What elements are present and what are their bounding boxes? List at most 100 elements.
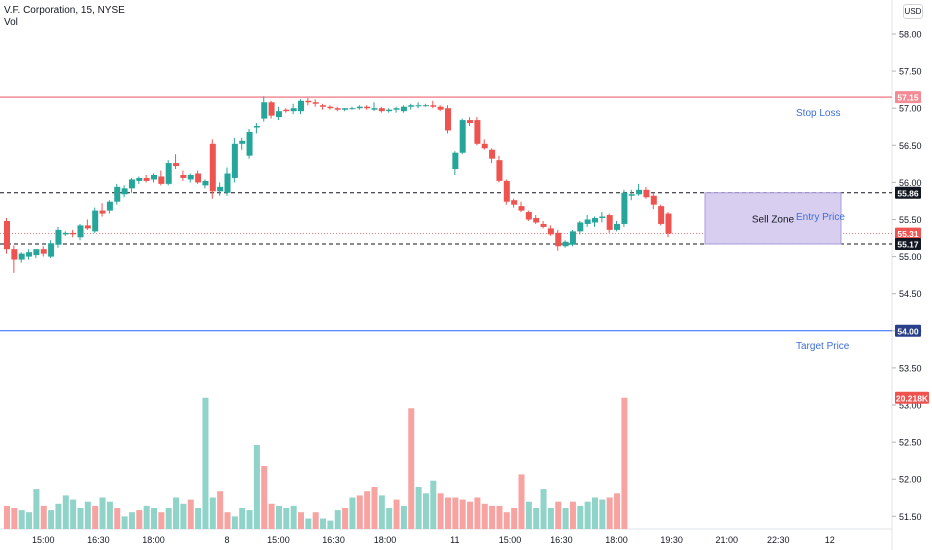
candle-body [268, 102, 275, 116]
candle-body [62, 232, 69, 235]
candle-body [261, 102, 268, 119]
candle-body [540, 223, 547, 227]
candle-body [636, 189, 643, 195]
current-price-tag-bg [895, 227, 921, 240]
volume-bar [268, 503, 275, 529]
candle-body [481, 143, 488, 149]
candle-body [48, 243, 55, 257]
candle-body [547, 228, 554, 235]
candle-body [621, 192, 628, 224]
candle-body [467, 120, 474, 124]
volume-bar [452, 497, 459, 529]
volume-bar [33, 489, 40, 529]
target-price-label: Target Price [796, 341, 850, 352]
candle-body [99, 210, 106, 214]
grid-layer [0, 0, 893, 550]
volume-bar [400, 505, 407, 529]
y-tick-label: 55.00 [899, 252, 922, 262]
candle-body [239, 140, 246, 144]
volume-bar [92, 505, 99, 529]
x-tick-label: 12 [825, 535, 835, 545]
candle-body [283, 109, 290, 112]
candle-body [136, 177, 143, 181]
candle-body [334, 108, 341, 110]
volume-bar [151, 508, 157, 529]
volume-bar [614, 493, 621, 529]
candle-body [217, 186, 224, 192]
candle-body [349, 108, 356, 110]
y-tick-label: 57.00 [899, 104, 922, 114]
candle-body [158, 176, 165, 184]
volume-bar [511, 508, 518, 529]
y-tick-label: 51.50 [899, 512, 922, 522]
volume-bar [283, 508, 290, 529]
volume-bar [77, 508, 84, 529]
volume-bar [18, 510, 25, 529]
candle-body [378, 108, 385, 112]
volume-bar [70, 499, 77, 529]
volume-bar [26, 512, 33, 529]
candle-body [577, 222, 584, 232]
volume-bar [371, 487, 378, 529]
candle-body [606, 215, 613, 230]
candle-body [246, 131, 253, 156]
candle-body [489, 149, 496, 159]
volume-bar [4, 505, 10, 529]
stop-loss-label: Stop Loss [796, 108, 840, 119]
candle-body [614, 223, 621, 230]
candle-body [320, 105, 327, 107]
sell-zone[interactable]: Sell Zone [704, 192, 842, 245]
candle-body [202, 180, 209, 186]
candle-body [4, 220, 10, 250]
volume-bar [11, 508, 18, 529]
volume-bar [209, 497, 216, 529]
candle-body [180, 174, 187, 178]
candle-body [114, 186, 121, 202]
candle-body [400, 106, 407, 112]
volume-bar [547, 508, 554, 529]
x-tick-label: 18:00 [374, 535, 397, 545]
stop-loss-tag: 57.15 [897, 93, 919, 103]
volume-bar [408, 408, 415, 529]
candle-body [452, 152, 459, 170]
volume-bar [187, 499, 194, 529]
volume-bar [445, 497, 451, 529]
volume-bar [165, 508, 172, 529]
y-tick-label: 53.50 [899, 363, 922, 373]
candle-body [650, 195, 657, 205]
volume-bar [128, 512, 135, 529]
candle-body [40, 249, 47, 254]
volume-bar [489, 505, 496, 529]
volume-bar [114, 508, 121, 529]
volume-bar [349, 497, 356, 529]
x-tick-label: 15:00 [267, 535, 290, 545]
price-axis[interactable]: 58.00 57.50 57.00 56.50 56.00 55.50 55.00 54.50… [892, 30, 922, 522]
x-tick-label: 16:30 [322, 535, 345, 545]
volume-bar [577, 505, 584, 529]
volume-bar [224, 512, 231, 529]
current-price-tag: 55.31 [897, 229, 919, 239]
volume-bar [298, 512, 304, 529]
entry-price-label: Entry Price [796, 212, 845, 223]
candle-body [187, 174, 194, 180]
candle-body [305, 100, 312, 103]
sell-zone-box[interactable] [704, 192, 842, 245]
currency-button[interactable]: USD [903, 4, 923, 19]
candle-body [224, 173, 231, 193]
volume-bar [467, 501, 474, 529]
volume-bar [173, 497, 180, 529]
candle-body [393, 108, 400, 110]
volume-bar [217, 491, 224, 529]
candle-body [327, 106, 334, 109]
y-tick-label: 56.50 [899, 141, 922, 151]
candle-body [92, 210, 99, 232]
candle-body [121, 188, 128, 195]
volume-bar [48, 510, 55, 529]
symbol-title: V.F. Corporation, 15, NYSE [4, 5, 125, 16]
candle-body [195, 173, 202, 183]
time-axis[interactable]: 15:00 16:30 18:00 8 15:00 16:30 18:00 11 15:00 16… [32, 535, 835, 545]
target-tag: 54.00 [897, 326, 919, 336]
volume-bar [422, 493, 429, 529]
candle-body [386, 109, 393, 112]
